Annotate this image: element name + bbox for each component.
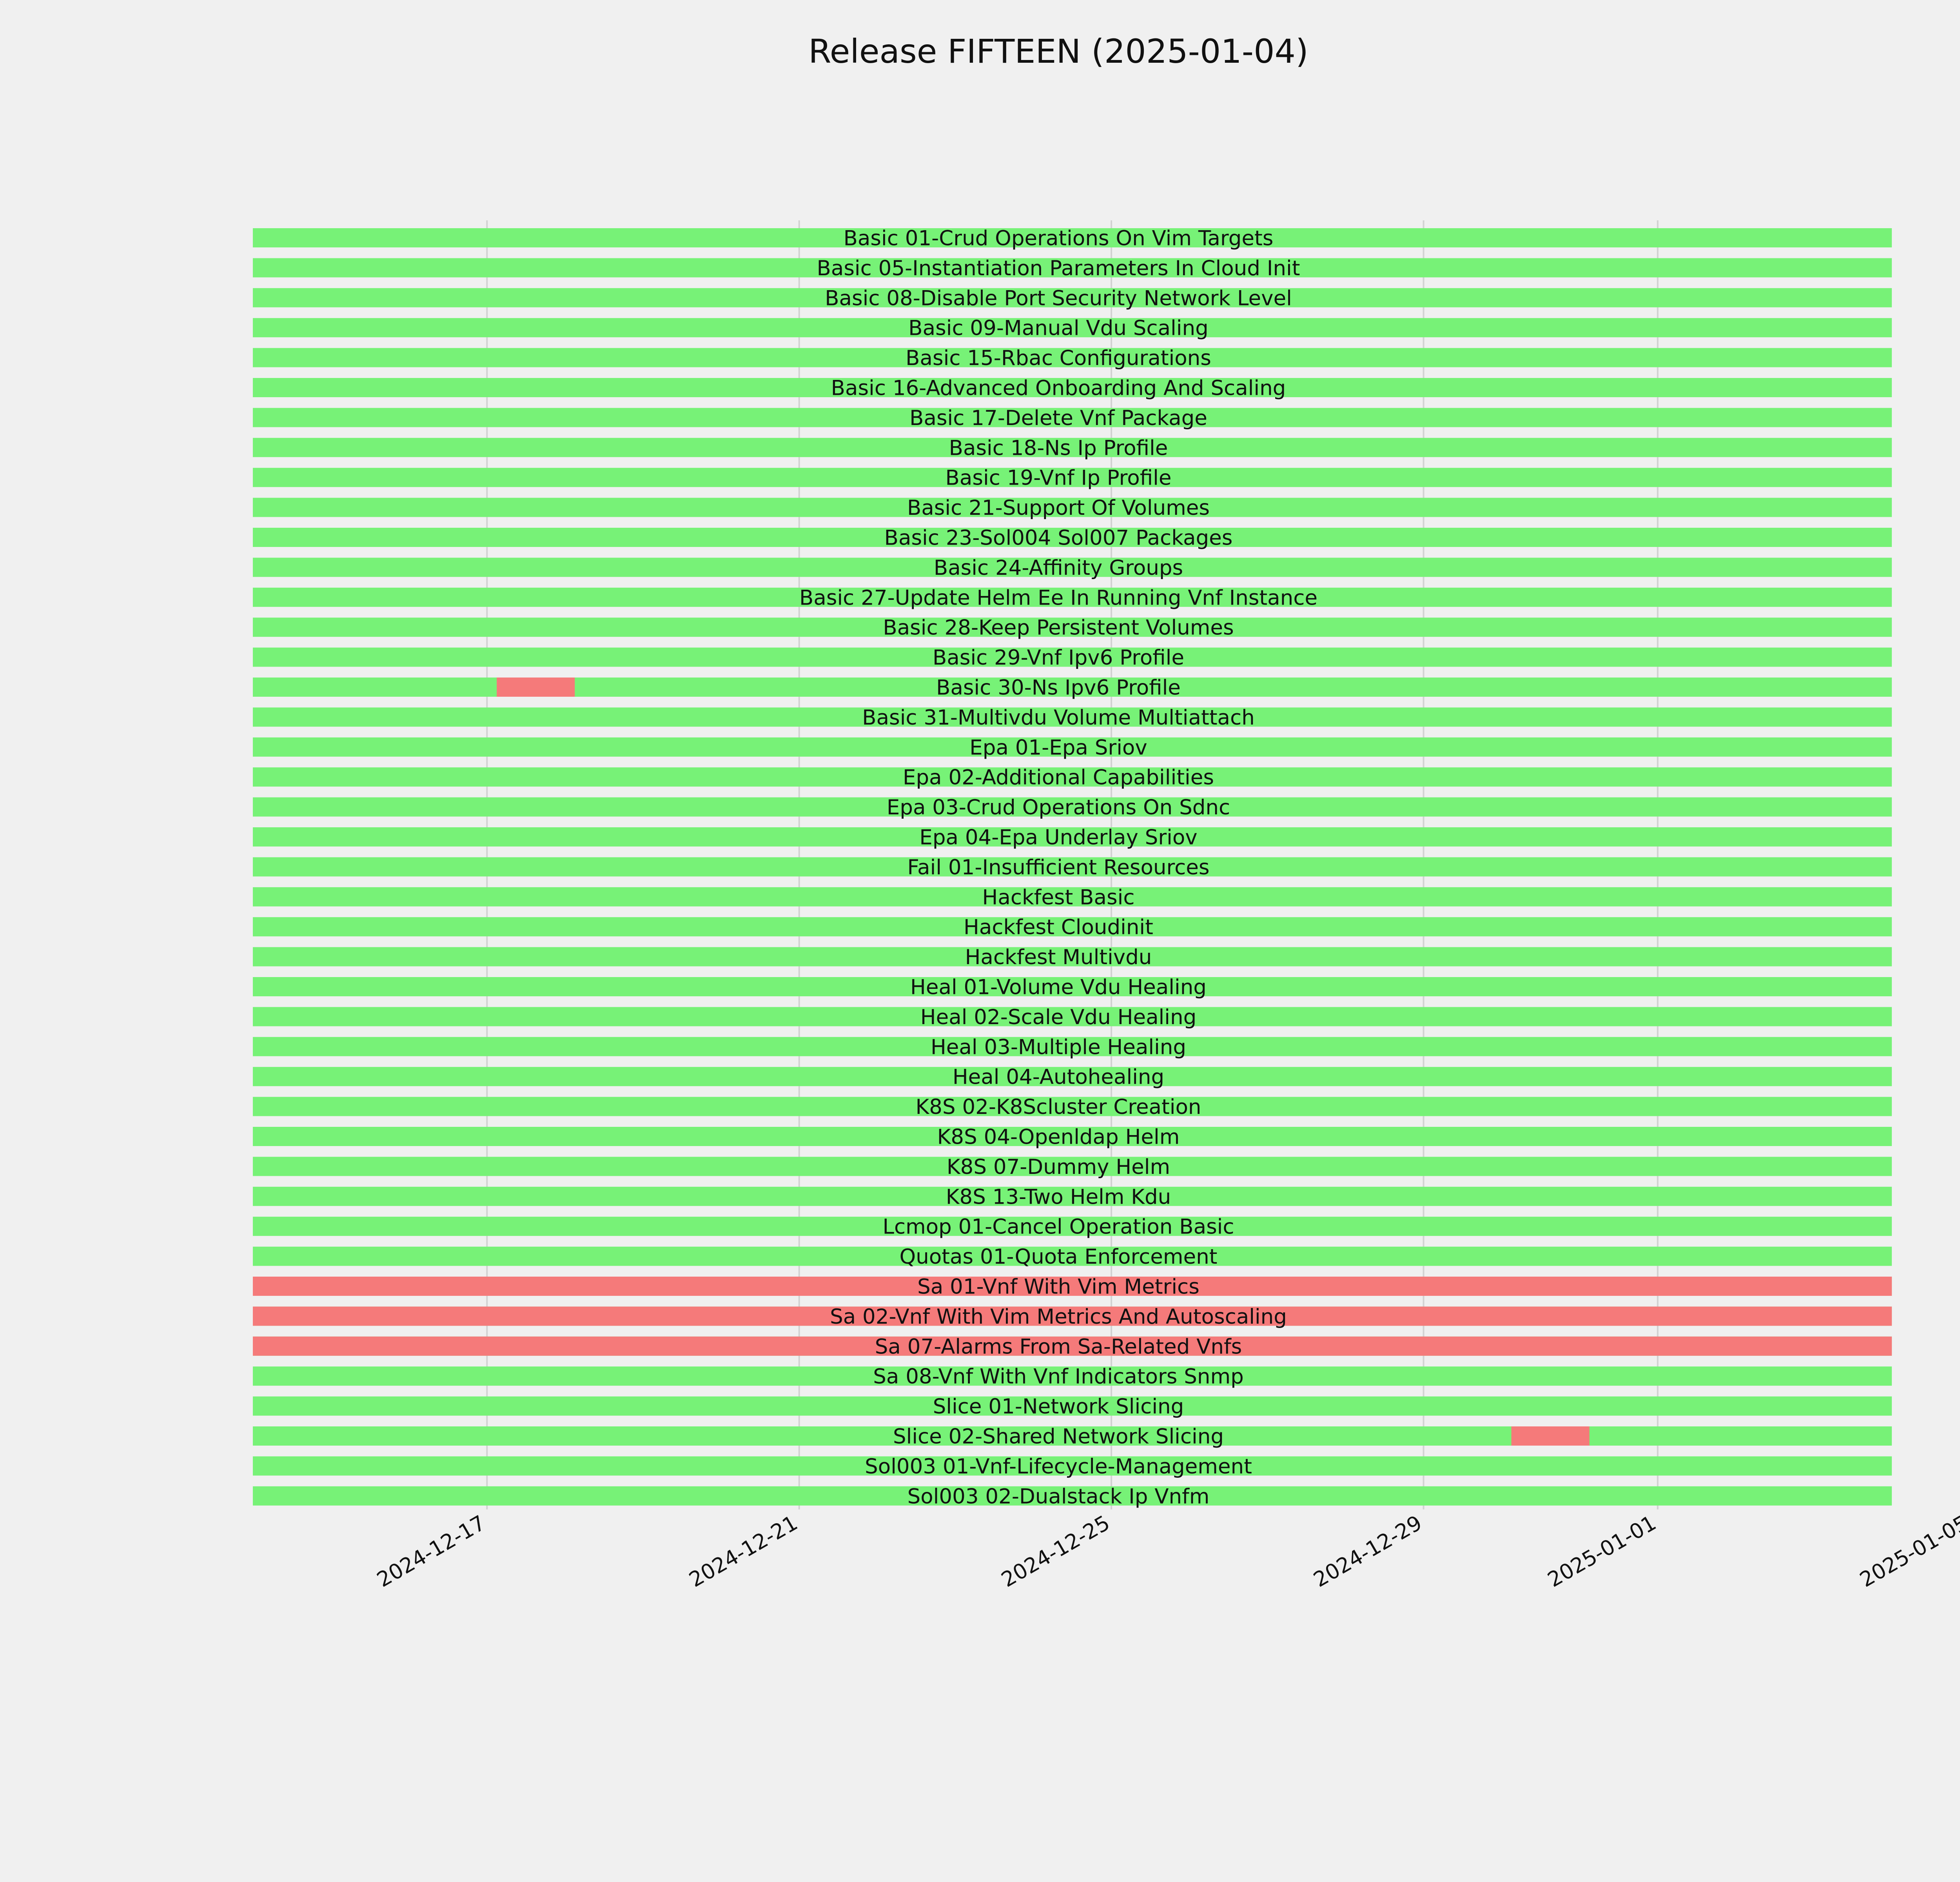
pass-bar — [253, 528, 1892, 547]
pass-bar — [253, 887, 1892, 906]
pass-bar — [253, 587, 1892, 607]
row-label: Epa 03-Crud Operations On Sdnc — [887, 796, 1230, 819]
pass-bar — [253, 767, 1892, 787]
row-label: Sa 01-Vnf With Vim Metrics — [917, 1275, 1200, 1299]
row-label: Heal 02-Scale Vdu Healing — [920, 1005, 1196, 1029]
row-label: Hackfest Basic — [982, 885, 1135, 909]
row-label: Basic 24-Affinity Groups — [934, 556, 1183, 580]
row-label: Epa 02-Additional Capabilities — [903, 766, 1214, 790]
x-axis: 2024-12-17 2024-12-21 2024-12-25 2024-12-29… — [373, 1511, 1960, 1592]
row-label: Basic 18-Ns Ip Profile — [949, 436, 1168, 460]
pass-bar — [253, 1396, 1892, 1416]
chart-title: Release FIFTEEN (2025-01-04) — [808, 32, 1308, 71]
row-label: Slice 02-Shared Network Slicing — [893, 1425, 1224, 1449]
pass-bar — [253, 737, 1892, 757]
row-label: Hackfest Multivdu — [965, 945, 1152, 969]
pass-bar — [253, 857, 1892, 877]
fail-bar — [1511, 1426, 1590, 1446]
pass-bar — [253, 947, 1892, 966]
row-label: Sa 07-Alarms From Sa-Related Vnfs — [875, 1335, 1242, 1359]
row-label: Lcmop 01-Cancel Operation Basic — [882, 1215, 1234, 1239]
row-label: Basic 15-Rbac Configurations — [906, 346, 1211, 370]
pass-bar — [253, 1037, 1892, 1056]
pass-bar — [253, 1157, 1892, 1176]
pass-bar — [253, 288, 1892, 307]
row-label: Basic 30-Ns Ipv6 Profile — [936, 676, 1181, 700]
row-label: Sa 02-Vnf With Vim Metrics And Autoscali… — [830, 1305, 1287, 1329]
fail-bar — [497, 678, 575, 697]
row-label: Heal 01-Volume Vdu Healing — [910, 976, 1207, 999]
row-label: K8S 02-K8Scluster Creation — [916, 1095, 1201, 1119]
pass-bar — [253, 408, 1892, 427]
row-label: Epa 04-Epa Underlay Sriov — [919, 826, 1197, 850]
row-label: Basic 17-Delete Vnf Package — [909, 406, 1207, 430]
pass-bar — [253, 1127, 1892, 1146]
pass-bar — [253, 228, 1892, 247]
row-label: Basic 16-Advanced Onboarding And Scaling — [831, 376, 1286, 400]
pass-bar — [253, 558, 1892, 577]
pass-bar — [253, 318, 1892, 338]
x-tick-label: 2025-01-05 — [1856, 1511, 1960, 1592]
pass-bar — [253, 1246, 1892, 1266]
row-label: Sol003 02-Dualstack Ip Vnfm — [907, 1484, 1210, 1508]
row-label: K8S 13-Two Helm Kdu — [946, 1185, 1171, 1209]
row-label: Basic 27-Update Helm Ee In Running Vnf I… — [799, 586, 1318, 610]
row-label: Epa 01-Epa Sriov — [969, 736, 1147, 759]
row-label: Hackfest Cloudinit — [964, 916, 1153, 939]
x-tick-label: 2024-12-25 — [997, 1511, 1114, 1592]
row-label: Slice 01-Network Slicing — [933, 1395, 1184, 1419]
row-label: Basic 08-Disable Port Security Network L… — [825, 286, 1292, 310]
pass-bar — [253, 1067, 1892, 1086]
fail-bar — [253, 1336, 1892, 1356]
row-label: Sa 08-Vnf With Vnf Indicators Snmp — [873, 1365, 1244, 1389]
pass-bar — [253, 258, 1892, 278]
row-label: Basic 23-Sol004 Sol007 Packages — [884, 526, 1233, 550]
row-label: K8S 07-Dummy Helm — [947, 1155, 1170, 1179]
pass-bar — [253, 977, 1892, 996]
row-label: Basic 05-Instantiation Parameters In Clo… — [817, 256, 1300, 280]
row-label: Basic 19-Vnf Ip Profile — [946, 466, 1172, 490]
x-tick-label: 2024-12-17 — [373, 1511, 490, 1592]
x-tick-label: 2024-12-21 — [685, 1511, 802, 1592]
labels-layer: Basic 01-Crud Operations On Vim Targets B… — [799, 227, 1318, 1509]
x-tick-label: 2024-12-29 — [1310, 1511, 1426, 1592]
row-label: Basic 29-Vnf Ipv6 Profile — [933, 646, 1184, 670]
pass-bar — [253, 1486, 1892, 1506]
bars-layer — [253, 228, 1892, 1506]
pass-bar — [253, 827, 1892, 847]
pass-bar — [253, 1007, 1892, 1026]
row-label: Basic 01-Crud Operations On Vim Targets — [844, 227, 1274, 251]
fail-bar — [253, 1277, 1892, 1296]
pass-bar — [253, 797, 1892, 817]
pass-bar — [253, 468, 1892, 487]
pass-bar — [253, 438, 1892, 457]
row-label: Basic 28-Keep Persistent Volumes — [883, 616, 1234, 640]
pass-bar — [253, 1186, 1892, 1206]
pass-bar — [253, 707, 1892, 727]
pass-bar — [253, 1366, 1892, 1386]
pass-bar — [253, 1426, 1892, 1446]
row-label: Quotas 01-Quota Enforcement — [900, 1245, 1218, 1269]
pass-bar — [253, 378, 1892, 397]
pass-bar — [253, 1097, 1892, 1116]
row-label: Basic 21-Support Of Volumes — [907, 496, 1210, 520]
pass-bar — [253, 348, 1892, 367]
row-label: Sol003 01-Vnf-Lifecycle-Management — [865, 1455, 1252, 1479]
row-label: Heal 04-Autohealing — [953, 1065, 1164, 1089]
pass-bar — [253, 647, 1892, 667]
fail-bar — [253, 1306, 1892, 1326]
pass-bar — [253, 1456, 1892, 1476]
pass-bar — [253, 1217, 1892, 1236]
pass-bar — [253, 618, 1892, 637]
row-label: Basic 09-Manual Vdu Scaling — [908, 316, 1208, 340]
pass-bar — [253, 917, 1892, 937]
row-label: Heal 03-Multiple Healing — [931, 1035, 1186, 1059]
row-label: Basic 31-Multivdu Volume Multiattach — [862, 706, 1255, 730]
pass-bar — [253, 498, 1892, 517]
row-label: K8S 04-Openldap Helm — [937, 1125, 1180, 1149]
row-label: Fail 01-Insufficient Resources — [907, 856, 1210, 879]
x-tick-label: 2025-01-01 — [1544, 1511, 1660, 1592]
